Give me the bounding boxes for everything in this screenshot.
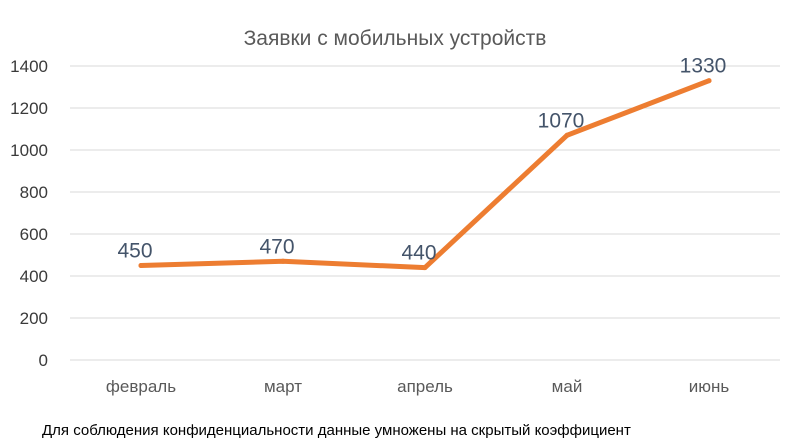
chart-title: Заявки с мобильных устройств <box>244 27 547 50</box>
x-tick-label: февраль <box>106 377 176 396</box>
y-tick-label: 0 <box>39 351 48 370</box>
data-label: 470 <box>259 235 294 258</box>
footnote: Для соблюдения конфиденциальности данные… <box>42 422 631 439</box>
series-layer <box>138 78 712 271</box>
data-point <box>706 78 712 84</box>
grid-lines <box>70 65 780 361</box>
data-label: 440 <box>401 242 436 265</box>
x-tick-label: март <box>264 377 302 396</box>
x-tick-label: май <box>552 377 583 396</box>
data-point <box>138 263 144 268</box>
data-label: 450 <box>117 240 152 263</box>
y-tick-label: 600 <box>20 225 48 244</box>
x-tick-label: июнь <box>689 377 730 396</box>
data-point <box>564 132 570 138</box>
y-axis-ticks: 0 200 400 600 800 1000 1200 1400 <box>10 57 48 370</box>
data-label: 1330 <box>680 55 727 78</box>
y-tick-label: 1000 <box>10 141 48 160</box>
x-axis-ticks: февраль март апрель май июнь <box>106 377 729 396</box>
data-point <box>280 258 286 264</box>
data-label: 1070 <box>538 109 585 132</box>
data-labels: 450 470 440 1070 1330 <box>117 55 726 265</box>
data-point <box>422 265 428 271</box>
x-tick-label: апрель <box>397 377 453 396</box>
y-tick-label: 400 <box>20 267 48 286</box>
y-tick-label: 200 <box>20 309 48 328</box>
series-line <box>138 78 712 271</box>
y-tick-label: 1400 <box>10 57 48 76</box>
y-tick-label: 800 <box>20 183 48 202</box>
y-tick-label: 1200 <box>10 99 48 118</box>
